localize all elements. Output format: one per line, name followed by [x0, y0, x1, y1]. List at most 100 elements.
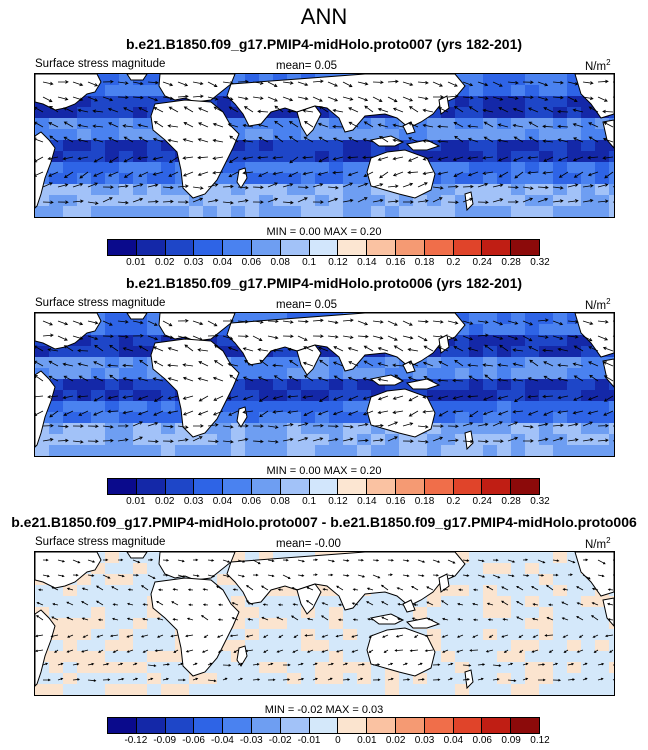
colorbar-swatch — [511, 718, 539, 733]
panel-3-map — [34, 551, 615, 696]
colorbar-tick-label: 0.1 — [302, 496, 317, 507]
colorbar-swatch — [223, 718, 252, 733]
colorbar-tick-label: 0.24 — [472, 496, 492, 507]
colorbar-swatch — [309, 718, 339, 733]
colorbar-swatch — [194, 479, 224, 494]
colorbar-tick-label: 0.28 — [501, 496, 521, 507]
panel-1-colorbar — [107, 239, 540, 256]
colorbar-swatch — [453, 718, 483, 733]
colorbar-tick-label: 0.06 — [472, 735, 492, 746]
colorbar-tick-label: 0.08 — [270, 496, 290, 507]
colorbar-tick-label: 0.12 — [328, 257, 348, 268]
colorbar-swatch — [280, 240, 310, 255]
panel-3-minmax: MIN = -0.02 MAX = 0.03 — [264, 704, 384, 716]
panel-1-colorbar-ticks: 0.01 0.02 0.03 0.04 0.06 0.08 0.1 0.12 0.14 0.16 0… — [107, 257, 550, 271]
colorbar-tick-label: -0.04 — [211, 735, 234, 746]
colorbar-swatch — [136, 479, 166, 494]
colorbar-tick-label: 0.04 — [443, 735, 464, 746]
colorbar-swatch — [251, 718, 281, 733]
panel-3-title: b.e21.B1850.f09_g17.PMIP4-midHolo.proto0… — [11, 514, 637, 530]
colorbar-swatch — [194, 240, 224, 255]
colorbar-tick-label: 0.18 — [414, 496, 435, 507]
panel-1-map — [34, 73, 615, 218]
colorbar-tick-label: 0.2 — [446, 496, 461, 507]
colorbar-swatch — [223, 479, 252, 494]
colorbar-tick-label: 0.03 — [183, 257, 204, 268]
panel-2-minmax: MIN = 0.00 MAX = 0.20 — [266, 465, 382, 477]
colorbar-swatch — [108, 240, 137, 255]
colorbar-tick-label: 0.12 — [530, 735, 550, 746]
colorbar-tick-label: -0.03 — [239, 735, 263, 746]
colorbar-swatch — [424, 718, 454, 733]
colorbar-swatch — [367, 479, 396, 494]
panel-1-minmax: MIN = 0.00 MAX = 0.20 — [266, 226, 382, 238]
colorbar-swatch — [165, 718, 195, 733]
colorbar-tick-label: 0.06 — [241, 496, 262, 507]
colorbar-tick-label: -0.01 — [297, 735, 321, 746]
colorbar-swatch — [395, 718, 425, 733]
colorbar-tick-label: -0.02 — [268, 735, 292, 746]
colorbar-swatch — [338, 240, 368, 255]
colorbar-tick-label: 0.14 — [357, 257, 377, 268]
colorbar-tick-label: 0.18 — [414, 257, 435, 268]
colorbar-tick-label: 0.01 — [126, 496, 146, 507]
panel-3-mean-label: mean= -0.00 — [276, 538, 341, 550]
colorbar-tick-label: 0.16 — [385, 496, 406, 507]
colorbar-tick-label: 0.28 — [501, 257, 521, 268]
colorbar-swatch — [108, 479, 137, 494]
colorbar-swatch — [338, 479, 368, 494]
colorbar-tick-label: 0.24 — [472, 257, 492, 268]
panel-2-unit-label: N/m2 — [585, 297, 611, 312]
colorbar-swatch — [309, 240, 339, 255]
panel-1-unit-label: N/m2 — [585, 58, 611, 73]
panel-3-colorbar-ticks: -0.12 -0.09 -0.06 -0.04 -0.03 -0.02 -0.01 0 0.01… — [107, 735, 549, 749]
panel-2-colorbar — [107, 478, 540, 495]
colorbar-tick-label: -0.06 — [182, 735, 205, 746]
colorbar-tick-label: 0.01 — [126, 257, 146, 268]
colorbar-tick-label: 0.08 — [270, 257, 290, 268]
colorbar-tick-label: 0.32 — [530, 257, 550, 268]
colorbar-tick-label: 0.03 — [414, 735, 435, 746]
colorbar-swatch — [280, 479, 310, 494]
colorbar-tick-label: 0.06 — [241, 257, 262, 268]
colorbar-tick-label: 0.04 — [212, 496, 233, 507]
panel-2-colorbar-ticks: 0.01 0.02 0.03 0.04 0.06 0.08 0.1 0.12 0.14 0.16 0… — [107, 496, 550, 510]
panel-2-variable-label: Surface stress magnitude — [35, 297, 166, 309]
colorbar-tick-label: 0.32 — [530, 496, 550, 507]
colorbar-tick-label: 0.1 — [302, 257, 317, 268]
panel-2-title: b.e21.B1850.f09_g17.PMIP4-midHolo.proto0… — [125, 275, 523, 291]
panel-1-mean-label: mean= 0.05 — [276, 60, 338, 72]
colorbar-swatch — [108, 718, 137, 733]
colorbar-tick-label: 0.01 — [357, 735, 377, 746]
colorbar-tick-label: 0.14 — [357, 496, 377, 507]
colorbar-swatch — [395, 240, 425, 255]
colorbar-swatch — [453, 479, 483, 494]
colorbar-swatch — [136, 240, 166, 255]
colorbar-tick-label: 0.2 — [446, 257, 461, 268]
colorbar-tick-label: 0.12 — [328, 496, 348, 507]
colorbar-tick-label: -0.09 — [153, 735, 177, 746]
colorbar-swatch — [367, 718, 396, 733]
figure-title: ANN — [300, 4, 348, 29]
colorbar-swatch — [165, 240, 195, 255]
colorbar-swatch — [482, 240, 512, 255]
colorbar-tick-label: 0.04 — [212, 257, 233, 268]
colorbar-swatch — [136, 718, 166, 733]
colorbar-tick-label: 0.02 — [154, 257, 175, 268]
colorbar-swatch — [280, 718, 310, 733]
colorbar-swatch — [223, 240, 252, 255]
colorbar-swatch — [482, 718, 512, 733]
colorbar-swatch — [424, 240, 454, 255]
panel-1-title: b.e21.B1850.f09_g17.PMIP4-midHolo.proto0… — [125, 36, 523, 52]
colorbar-swatch — [511, 240, 539, 255]
colorbar-swatch — [338, 718, 368, 733]
colorbar-tick-label: 0.02 — [154, 496, 175, 507]
panel-2-mean-label: mean= 0.05 — [276, 299, 338, 311]
panel-3-colorbar — [107, 717, 540, 734]
colorbar-swatch — [251, 240, 281, 255]
colorbar-tick-label: 0.09 — [501, 735, 521, 746]
colorbar-tick-label: -0.12 — [124, 735, 148, 746]
colorbar-swatch — [251, 479, 281, 494]
panel-1-variable-label: Surface stress magnitude — [35, 58, 166, 70]
colorbar-tick-label: 0 — [335, 735, 341, 746]
